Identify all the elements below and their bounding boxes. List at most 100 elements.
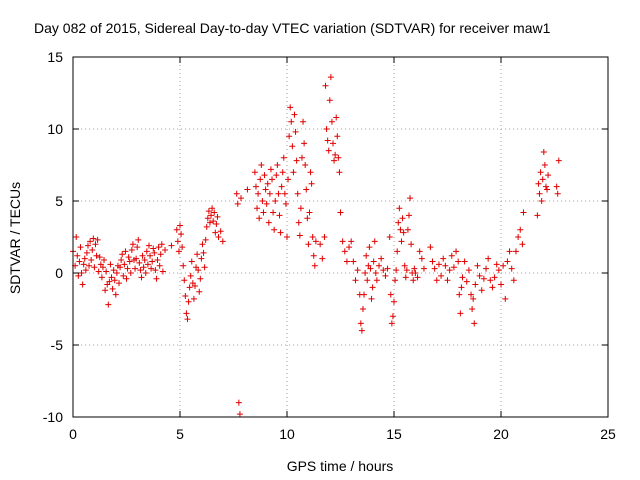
data-point (177, 222, 183, 229)
y-tick-label: 0 (55, 265, 63, 281)
data-point (93, 252, 100, 259)
data-point (300, 118, 307, 125)
data-point (175, 248, 182, 255)
data-point (291, 111, 298, 118)
data-point (491, 274, 498, 281)
data-point (195, 267, 202, 274)
data-point (448, 252, 455, 259)
data-point (142, 270, 149, 276)
data-point (198, 255, 205, 262)
data-point (322, 82, 329, 89)
data-point (73, 234, 80, 240)
data-point (541, 162, 548, 168)
data-point (301, 140, 308, 147)
data-point (158, 241, 165, 248)
data-point (96, 254, 103, 261)
data-point (209, 205, 216, 212)
data-point (264, 180, 271, 187)
data-point (538, 198, 545, 204)
data-point (284, 234, 290, 240)
data-point (190, 295, 197, 302)
data-point (510, 277, 517, 284)
data-point (359, 306, 366, 312)
data-point (354, 267, 361, 274)
data-point (122, 248, 129, 255)
data-point (119, 251, 126, 258)
data-point (544, 186, 551, 193)
data-point (312, 238, 319, 245)
data-point (278, 183, 285, 190)
data-point (267, 166, 274, 173)
data-point (412, 270, 419, 276)
data-point (134, 244, 141, 251)
data-point (401, 262, 408, 269)
data-point (211, 209, 218, 216)
data-point (144, 261, 151, 268)
data-point (471, 320, 478, 327)
data-point (307, 169, 314, 176)
data-point (371, 238, 378, 245)
data-point (154, 257, 161, 264)
data-point (393, 267, 400, 274)
data-point (346, 244, 353, 251)
data-point (500, 262, 507, 269)
data-point (269, 176, 276, 183)
data-point (285, 176, 292, 183)
data-point (319, 255, 326, 262)
data-point (487, 277, 494, 284)
data-point (266, 190, 273, 197)
data-point (180, 262, 187, 269)
data-point (350, 258, 357, 265)
data-point (397, 226, 404, 233)
data-point (150, 245, 157, 252)
data-point (273, 172, 280, 179)
data-point (293, 157, 300, 164)
data-point (179, 244, 186, 251)
data-point (411, 265, 418, 272)
data-point (123, 275, 130, 282)
data-point (336, 169, 343, 176)
data-point (254, 205, 261, 212)
data-point (325, 147, 332, 154)
data-point (276, 212, 283, 219)
data-point (124, 265, 131, 272)
data-point (324, 137, 331, 144)
data-point (139, 252, 146, 259)
data-point (78, 270, 85, 276)
data-point (386, 234, 393, 240)
data-point (281, 190, 288, 197)
data-point (126, 258, 133, 265)
data-point (121, 261, 128, 268)
data-point (149, 258, 156, 265)
data-point (233, 190, 240, 197)
data-point (270, 209, 277, 216)
data-point (542, 183, 549, 190)
data-point (554, 190, 561, 197)
data-point (378, 255, 385, 262)
data-point (140, 264, 147, 271)
data-point (323, 126, 330, 132)
data-point (444, 277, 451, 284)
data-point (88, 257, 95, 264)
grid (73, 57, 608, 417)
data-point (81, 255, 88, 262)
data-point (472, 281, 479, 288)
data-point (168, 242, 175, 249)
data-point (138, 274, 145, 281)
data-point (457, 310, 464, 317)
data-point (197, 275, 204, 282)
data-point (75, 272, 82, 279)
data-point (136, 259, 143, 266)
data-point (555, 157, 562, 164)
data-point (380, 267, 387, 274)
data-point (187, 272, 194, 279)
data-point (311, 262, 318, 269)
x-axis-tick-labels: 0 5 10 15 20 25 (69, 426, 616, 442)
data-point (321, 234, 328, 240)
data-point (328, 118, 335, 125)
data-point (368, 295, 375, 302)
data-point (214, 213, 221, 220)
data-point (485, 255, 492, 262)
data-point (113, 270, 120, 276)
data-point (470, 295, 477, 302)
